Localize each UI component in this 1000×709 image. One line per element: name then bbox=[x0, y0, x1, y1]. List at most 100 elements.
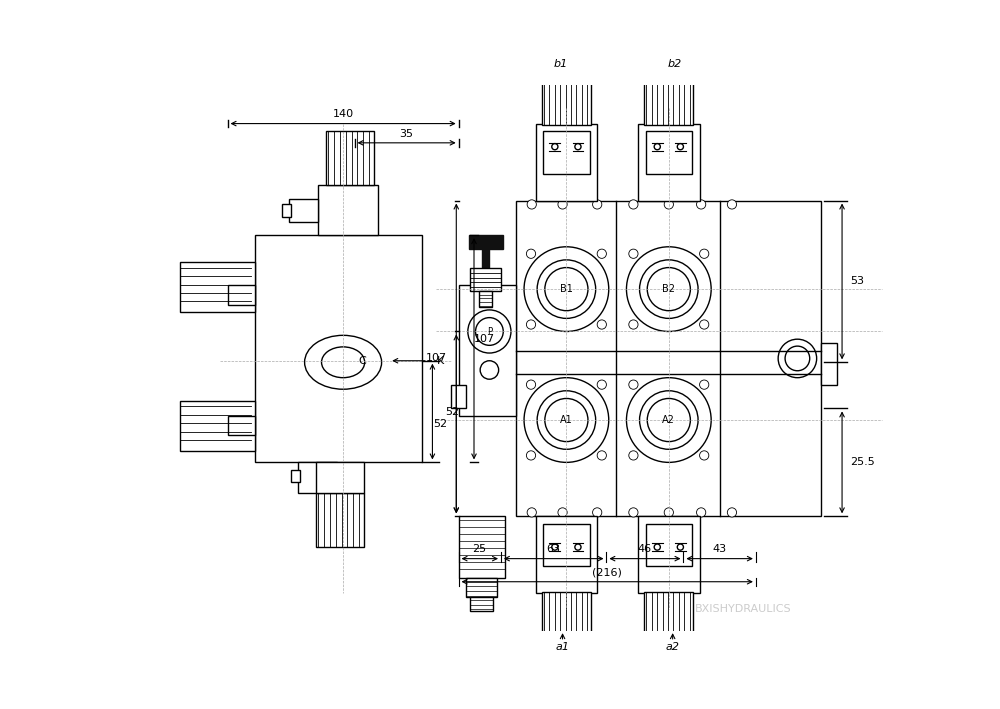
Circle shape bbox=[597, 380, 606, 389]
Text: a1: a1 bbox=[556, 642, 570, 652]
Bar bbox=[318, 185, 378, 235]
Circle shape bbox=[597, 320, 606, 329]
Text: a2: a2 bbox=[666, 642, 680, 652]
Bar bbox=[543, 131, 590, 174]
Bar bbox=[536, 516, 597, 593]
Text: 43: 43 bbox=[713, 545, 727, 554]
Circle shape bbox=[593, 508, 602, 517]
Bar bbox=[482, 249, 489, 268]
Text: b2: b2 bbox=[668, 59, 682, 69]
Text: 52: 52 bbox=[446, 406, 460, 417]
Bar bbox=[180, 401, 255, 451]
Circle shape bbox=[575, 144, 581, 150]
Circle shape bbox=[545, 398, 588, 442]
Text: P: P bbox=[487, 327, 492, 336]
Text: A1: A1 bbox=[560, 415, 573, 425]
Bar bbox=[542, 592, 591, 640]
Circle shape bbox=[552, 144, 558, 150]
Ellipse shape bbox=[322, 347, 365, 378]
Circle shape bbox=[526, 320, 536, 329]
Text: 140: 140 bbox=[333, 109, 354, 119]
Circle shape bbox=[626, 378, 711, 462]
Circle shape bbox=[524, 247, 609, 332]
Circle shape bbox=[527, 508, 536, 517]
Bar bbox=[470, 268, 501, 291]
Circle shape bbox=[629, 249, 638, 258]
Circle shape bbox=[597, 249, 606, 258]
Circle shape bbox=[558, 200, 567, 209]
Ellipse shape bbox=[305, 335, 382, 389]
Circle shape bbox=[629, 508, 638, 517]
Text: B1: B1 bbox=[560, 284, 573, 294]
Circle shape bbox=[537, 391, 596, 450]
Bar bbox=[459, 285, 516, 416]
Circle shape bbox=[778, 339, 817, 378]
Circle shape bbox=[697, 200, 706, 209]
Circle shape bbox=[629, 451, 638, 460]
Bar bbox=[638, 516, 700, 593]
Text: b1: b1 bbox=[553, 59, 567, 69]
Text: C: C bbox=[358, 356, 366, 366]
Circle shape bbox=[664, 508, 673, 517]
Circle shape bbox=[654, 544, 660, 550]
Bar bbox=[644, 592, 693, 640]
Circle shape bbox=[526, 249, 536, 258]
Bar bbox=[316, 462, 364, 493]
Text: 25.5: 25.5 bbox=[850, 457, 875, 467]
Text: 46: 46 bbox=[638, 545, 652, 554]
Circle shape bbox=[545, 267, 588, 311]
Bar bbox=[646, 131, 692, 174]
Circle shape bbox=[558, 508, 567, 517]
Text: 53: 53 bbox=[850, 277, 864, 286]
Text: 52: 52 bbox=[433, 419, 447, 429]
Circle shape bbox=[647, 267, 690, 311]
Bar bbox=[282, 204, 291, 217]
Circle shape bbox=[575, 544, 581, 550]
Circle shape bbox=[700, 451, 709, 460]
Circle shape bbox=[626, 247, 711, 332]
Bar bbox=[180, 262, 255, 312]
Circle shape bbox=[476, 318, 503, 345]
Bar bbox=[289, 199, 318, 222]
Circle shape bbox=[526, 380, 536, 389]
Bar bbox=[255, 235, 422, 462]
Text: 25: 25 bbox=[472, 545, 486, 554]
Circle shape bbox=[697, 508, 706, 517]
Circle shape bbox=[629, 200, 638, 209]
Bar bbox=[536, 123, 597, 201]
Circle shape bbox=[597, 451, 606, 460]
Text: 35: 35 bbox=[399, 128, 413, 138]
Bar bbox=[543, 524, 590, 566]
Bar bbox=[469, 235, 503, 249]
Bar bbox=[326, 131, 374, 185]
Text: B2: B2 bbox=[662, 284, 675, 294]
Circle shape bbox=[480, 361, 499, 379]
Circle shape bbox=[677, 544, 683, 550]
Bar bbox=[821, 343, 837, 386]
Circle shape bbox=[727, 508, 737, 517]
Circle shape bbox=[527, 200, 536, 209]
Circle shape bbox=[593, 200, 602, 209]
Circle shape bbox=[524, 378, 609, 462]
Circle shape bbox=[537, 260, 596, 318]
Bar bbox=[479, 291, 492, 307]
Circle shape bbox=[647, 398, 690, 442]
Circle shape bbox=[785, 346, 810, 371]
Text: 63: 63 bbox=[546, 545, 560, 554]
Bar bbox=[298, 462, 337, 493]
Text: 107: 107 bbox=[474, 334, 495, 344]
Circle shape bbox=[526, 451, 536, 460]
Text: A2: A2 bbox=[662, 415, 675, 425]
Circle shape bbox=[552, 544, 558, 550]
Bar bbox=[228, 416, 255, 435]
Text: BXISHYDRAULICS: BXISHYDRAULICS bbox=[695, 603, 792, 614]
Circle shape bbox=[629, 380, 638, 389]
Bar bbox=[466, 578, 497, 597]
Bar bbox=[228, 285, 255, 305]
Circle shape bbox=[677, 144, 683, 150]
Bar bbox=[451, 386, 466, 408]
Circle shape bbox=[640, 260, 698, 318]
Circle shape bbox=[727, 200, 737, 209]
Bar bbox=[638, 123, 700, 201]
Bar bbox=[516, 201, 821, 516]
